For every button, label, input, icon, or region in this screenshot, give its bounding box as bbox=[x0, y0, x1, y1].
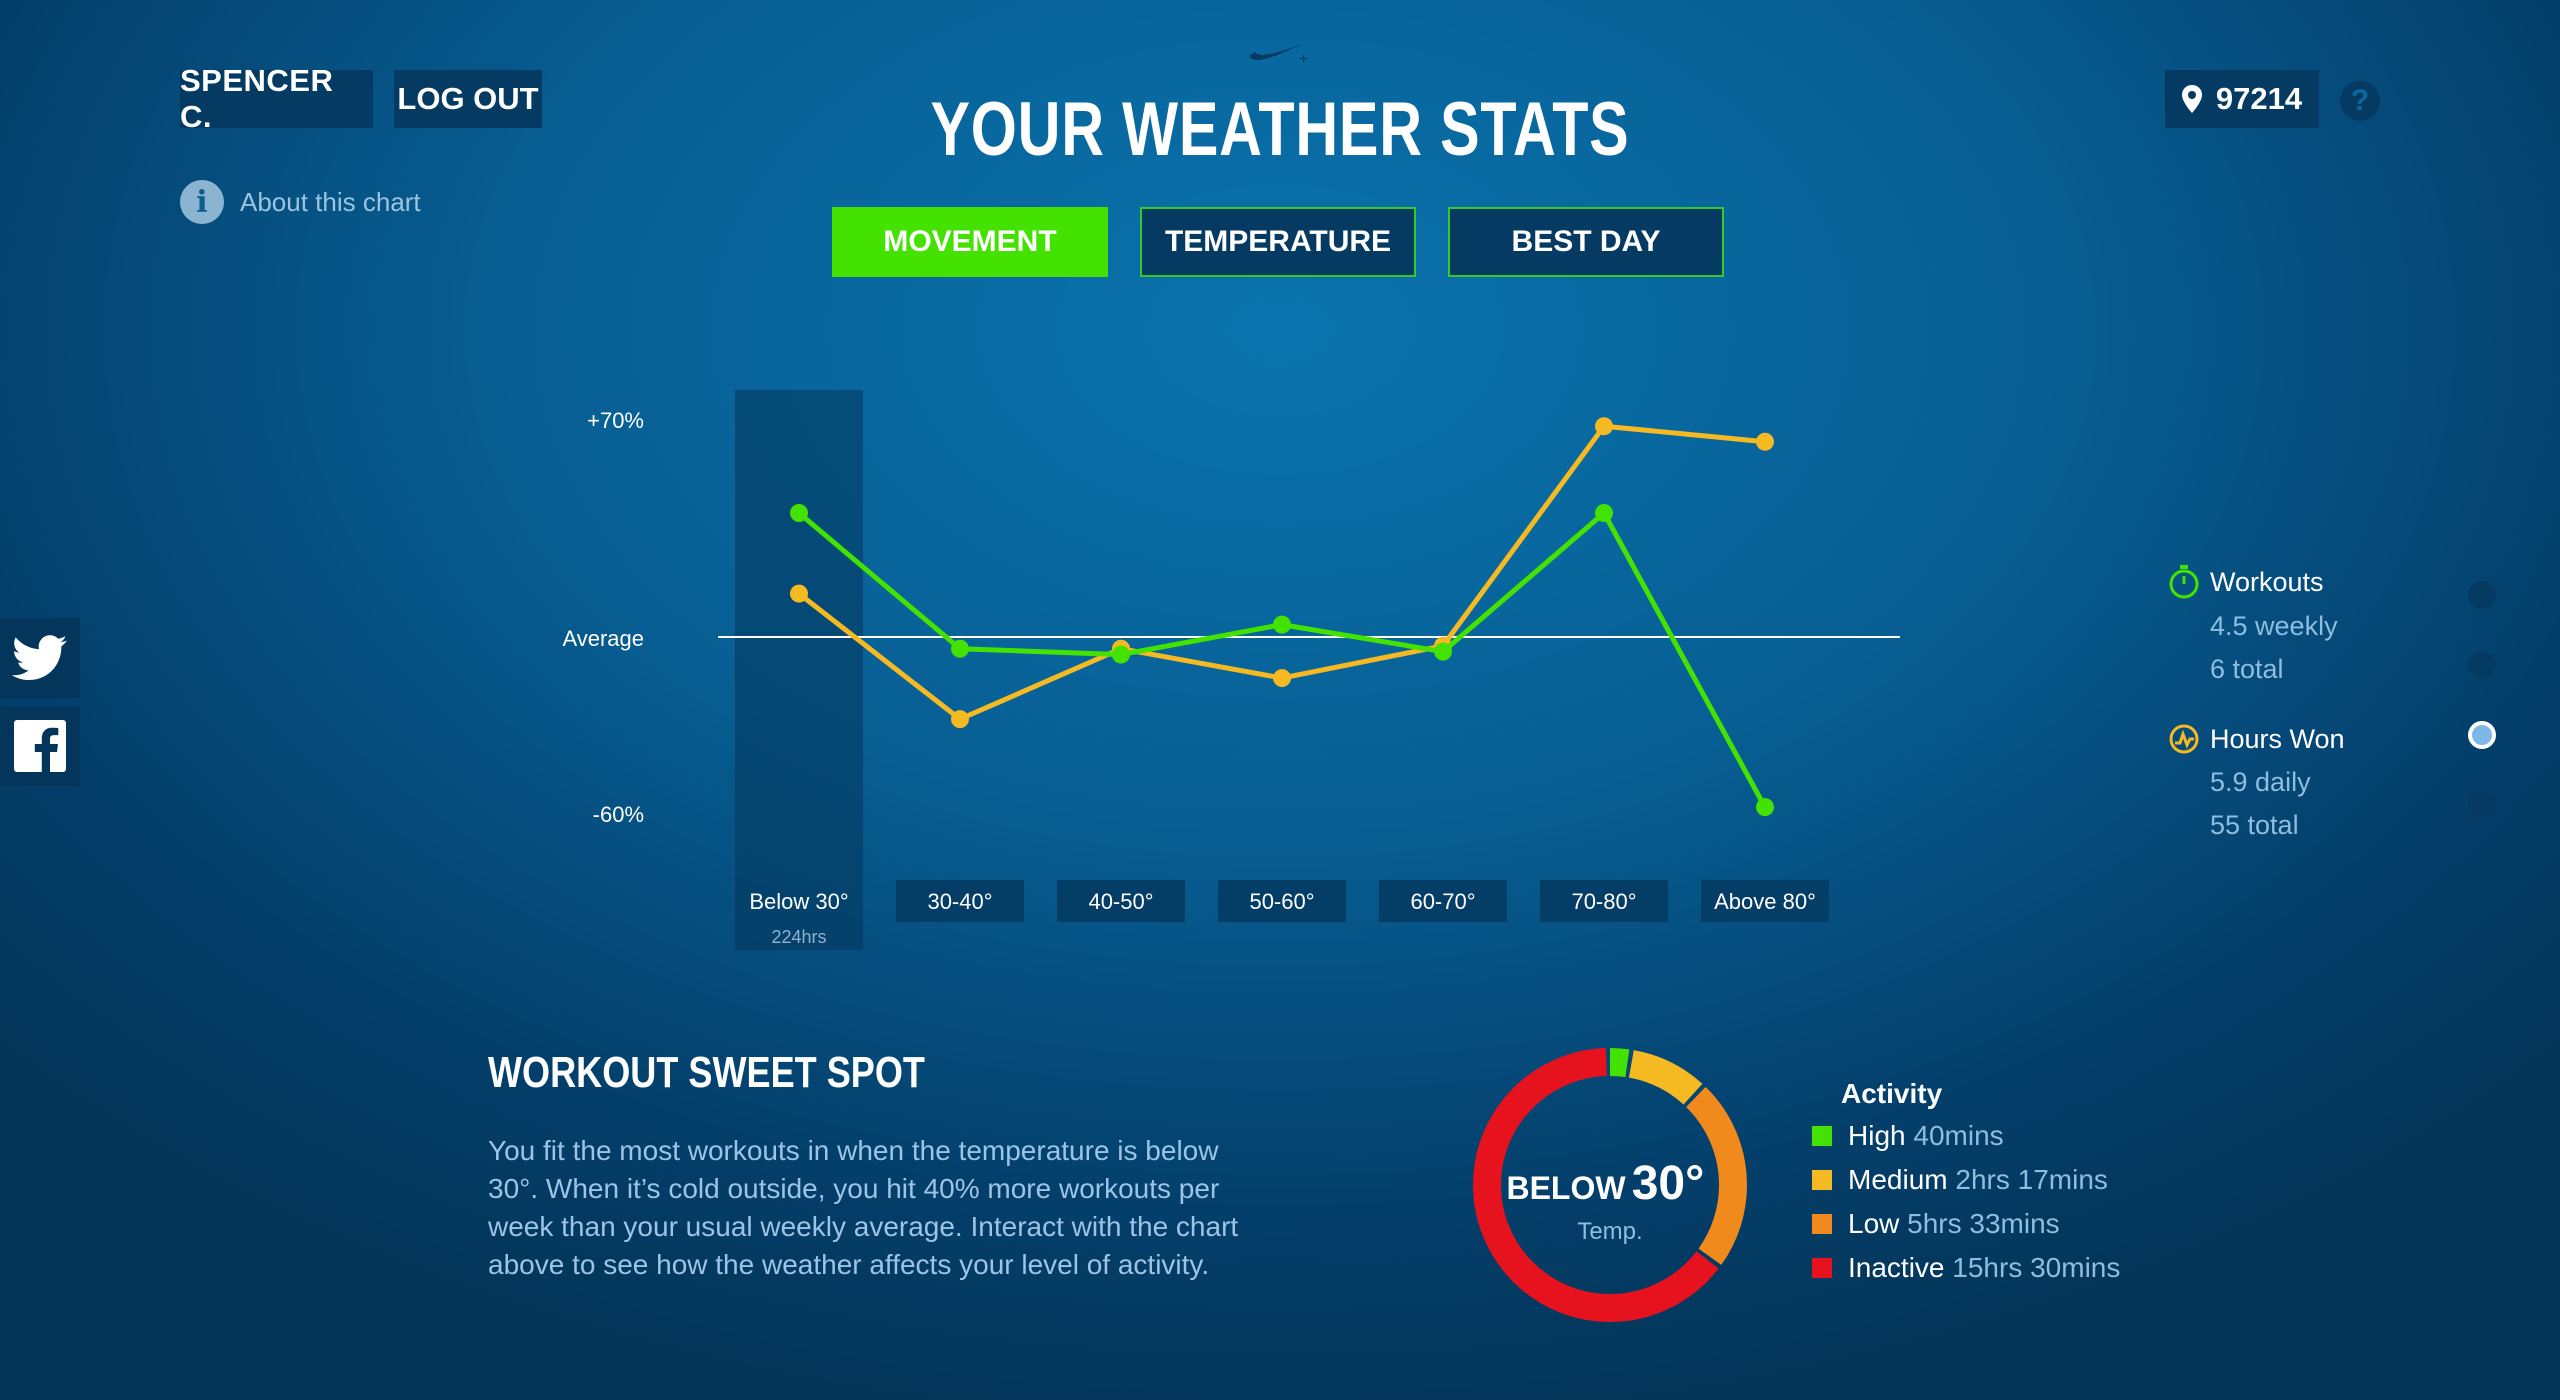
activity-inactive-value: 15hrs 30mins bbox=[1952, 1252, 2121, 1283]
x-tick-label[interactable]: 70-80° bbox=[1571, 889, 1636, 914]
activity-high-label: High bbox=[1848, 1120, 1906, 1151]
activity-inactive-label: Inactive bbox=[1848, 1252, 1945, 1283]
user-name-label: SPENCER C. bbox=[180, 63, 334, 134]
data-point[interactable] bbox=[1595, 504, 1613, 522]
x-tick-label[interactable]: Above 80° bbox=[1714, 889, 1816, 914]
donut-segment[interactable] bbox=[1473, 1048, 1747, 1322]
page-title: YOUR WEATHER STATS bbox=[930, 87, 1630, 172]
x-tick-label[interactable]: 30-40° bbox=[927, 889, 992, 914]
activity-row-high: High 40mins bbox=[1812, 1120, 2004, 1152]
x-category-box[interactable] bbox=[1057, 880, 1185, 922]
hours-won-icon bbox=[2169, 724, 2199, 754]
svg-text:+: + bbox=[1299, 51, 1308, 68]
x-category-box[interactable] bbox=[1540, 880, 1668, 922]
legend-hours-won[interactable]: Hours Won 5.9 daily 55 total bbox=[2168, 723, 2345, 841]
x-tick-label[interactable]: 60-70° bbox=[1410, 889, 1475, 914]
series-line bbox=[797, 510, 1768, 809]
data-point[interactable] bbox=[1756, 798, 1774, 817]
location-pin-icon bbox=[2181, 85, 2202, 113]
twitter-share-button[interactable] bbox=[0, 618, 80, 698]
x-tick-label[interactable]: 50-60° bbox=[1249, 889, 1314, 914]
donut-sub-label: Temp. bbox=[1577, 1218, 1642, 1245]
data-point[interactable] bbox=[790, 504, 808, 522]
tab-temperature[interactable]: TEMPERATURE bbox=[1140, 207, 1416, 277]
data-point[interactable] bbox=[1273, 669, 1291, 688]
activity-title: Activity bbox=[1841, 1078, 1943, 1109]
legend-workouts[interactable]: Workouts 4.5 weekly 6 total bbox=[2168, 565, 2338, 685]
activity-medium-value: 2hrs 17mins bbox=[1955, 1164, 2108, 1195]
activity-low-value: 5hrs 33mins bbox=[1907, 1208, 2060, 1239]
about-chart-label: About this chart bbox=[240, 186, 421, 217]
y-tick-average: Average bbox=[562, 626, 644, 651]
page-dot-3[interactable] bbox=[2468, 721, 2496, 749]
y-tick-top: +70% bbox=[587, 408, 644, 433]
page-dot-2[interactable] bbox=[2468, 651, 2496, 679]
logout-button[interactable]: LOG OUT bbox=[394, 70, 542, 128]
x-category-box[interactable] bbox=[896, 880, 1024, 922]
activity-donut-chart[interactable]: BELOW 30° Temp. bbox=[1470, 1045, 1750, 1325]
legend-hours-won-title: Hours Won bbox=[2210, 723, 2345, 754]
location-button[interactable]: 97214 bbox=[2165, 70, 2319, 128]
tab-movement-label: MOVEMENT bbox=[883, 225, 1057, 258]
data-point[interactable] bbox=[1595, 417, 1613, 436]
highlight-sub-label: 224hrs bbox=[771, 927, 826, 947]
activity-row-inactive: Inactive 15hrs 30mins bbox=[1812, 1252, 2120, 1284]
legend-hours-won-total: 55 total bbox=[2210, 810, 2299, 840]
x-category-box[interactable] bbox=[1701, 880, 1829, 922]
inactive-swatch bbox=[1812, 1258, 1832, 1278]
x-tick-label[interactable]: Below 30° bbox=[749, 889, 848, 914]
data-point[interactable] bbox=[1756, 432, 1774, 451]
low-swatch bbox=[1812, 1214, 1832, 1234]
movement-line-chart[interactable]: +70% Average -60% Below 30° 30-40° 40-50° 5… bbox=[0, 0, 2560, 1000]
activity-high-value: 40mins bbox=[1913, 1120, 2004, 1151]
twitter-icon bbox=[12, 635, 67, 680]
page-dot-1[interactable] bbox=[2468, 581, 2496, 609]
about-chart-link[interactable]: i About this chart bbox=[180, 180, 421, 224]
tab-best-day-label: BEST DAY bbox=[1511, 225, 1661, 258]
x-category-box[interactable] bbox=[1379, 880, 1507, 922]
legend-workouts-weekly: 4.5 weekly bbox=[2210, 611, 2338, 641]
data-point[interactable] bbox=[1273, 615, 1291, 634]
x-category-box[interactable] bbox=[1218, 880, 1346, 922]
tab-temperature-label: TEMPERATURE bbox=[1164, 225, 1392, 258]
high-swatch bbox=[1812, 1126, 1832, 1146]
tab-movement[interactable]: MOVEMENT bbox=[832, 207, 1108, 277]
nike-plus-logo: + bbox=[1249, 44, 1308, 68]
sweet-spot-text: You fit the most workouts in when the te… bbox=[488, 1135, 1239, 1280]
legend-workouts-title: Workouts bbox=[2210, 566, 2324, 597]
donut-label-prefix: BELOW bbox=[1506, 1170, 1626, 1206]
donut-label-value: 30° bbox=[1632, 1157, 1705, 1210]
tab-best-day[interactable]: BEST DAY bbox=[1448, 207, 1724, 277]
legend-workouts-total: 6 total bbox=[2210, 654, 2284, 684]
logout-label: LOG OUT bbox=[397, 81, 539, 116]
donut-segment[interactable] bbox=[1473, 1048, 1747, 1322]
activity-medium-label: Medium bbox=[1848, 1164, 1948, 1195]
donut-segment[interactable] bbox=[1473, 1048, 1747, 1322]
data-point[interactable] bbox=[790, 584, 808, 603]
stopwatch-icon bbox=[2169, 565, 2199, 599]
facebook-share-button[interactable] bbox=[0, 706, 80, 786]
facebook-icon bbox=[14, 720, 66, 772]
activity-row-low: Low 5hrs 33mins bbox=[1812, 1208, 2060, 1240]
highlight-column bbox=[735, 390, 863, 950]
medium-swatch bbox=[1812, 1170, 1832, 1190]
zip-code: 97214 bbox=[2215, 81, 2303, 116]
info-icon: i bbox=[180, 180, 224, 224]
x-tick-label[interactable]: 40-50° bbox=[1088, 889, 1153, 914]
sweet-spot-title: WORKOUT SWEET SPOT bbox=[488, 1048, 925, 1097]
data-point[interactable] bbox=[1112, 645, 1130, 664]
activity-low-label: Low bbox=[1848, 1208, 1900, 1239]
data-point[interactable] bbox=[951, 710, 969, 729]
page-dot-4[interactable] bbox=[2468, 791, 2496, 819]
data-point[interactable] bbox=[951, 639, 969, 658]
activity-row-medium: Medium 2hrs 17mins bbox=[1812, 1164, 2108, 1196]
help-icon[interactable]: ? bbox=[2340, 81, 2380, 121]
legend-hours-won-daily: 5.9 daily bbox=[2210, 767, 2311, 797]
y-tick-bottom: -60% bbox=[593, 802, 644, 827]
data-point[interactable] bbox=[1434, 642, 1452, 661]
user-name-button[interactable]: SPENCER C. bbox=[180, 63, 373, 134]
